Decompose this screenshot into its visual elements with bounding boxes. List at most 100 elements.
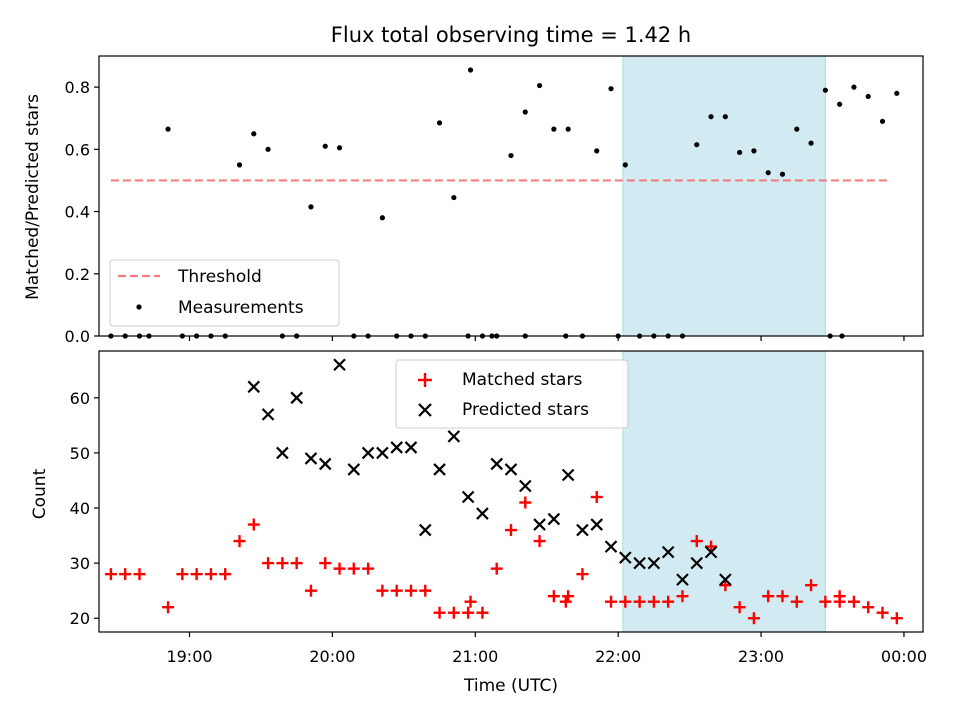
legend-matched-swatch [418,373,432,387]
predicted-star-point [276,446,289,460]
predicted-star-point [547,512,561,526]
matched-star-point [119,568,132,581]
measurement-point [808,140,814,146]
measurement-point [436,120,443,126]
predicted-star-point [690,556,704,570]
matched-star-point [890,612,903,625]
predicted-star-point [390,441,403,454]
measurement-point [894,90,900,96]
bottom-x-tick-label: 00:00 [881,647,927,666]
bottom-y-tick-label: 30 [70,554,90,573]
bottom-y-tick-label: 60 [70,389,90,408]
matched-star-point [776,590,789,603]
measurement-point [622,162,628,168]
matched-star-point [162,601,175,614]
measurement-point [551,126,557,132]
matched-star-point [833,595,846,608]
top-panel: 0.00.20.40.60.8 Matched/Predicted stars … [23,55,924,346]
measurement-point [165,126,171,132]
measurement-point [451,194,457,201]
matched-star-point [464,595,477,608]
predicted-star-point [561,468,575,482]
measurement-point [608,86,614,92]
predicted-star-point [418,523,432,537]
matched-star-point [490,562,503,575]
x-axis-label: Time (UTC) [463,676,558,696]
measurement-point [879,118,886,124]
measurement-point [594,148,600,154]
predicted-star-point [376,446,389,460]
bottom-x-ticks: 19:00 20:00 21:00 22:00 23:00 00:00 [166,632,927,666]
measurement-point [379,215,385,221]
matched-star-point [790,595,803,608]
bottom-legend: Matched stars Predicted stars [395,359,629,429]
predicted-star-point [261,408,275,421]
matched-star-point [347,562,360,575]
matched-star-point [404,584,417,597]
measurement-point [851,84,857,90]
measurement-point [565,126,571,132]
measurement-point [536,82,543,89]
predicted-star-point [590,518,604,531]
top-y-tick-label: 0.2 [65,265,90,284]
measurement-point [694,142,700,148]
measurement-point [522,109,528,115]
matched-star-point [662,595,675,608]
matched-star-point [233,535,246,548]
matched-star-point [433,606,446,619]
matched-star-point [476,606,489,619]
legend-measurements-swatch [136,304,142,310]
predicted-star-point [647,556,661,570]
matched-star-point [262,557,275,570]
measurement-point [308,204,314,210]
predicted-star-point [719,573,732,586]
predicted-star-point [476,507,489,520]
measurement-point [251,131,257,137]
matched-star-point [605,595,618,608]
matched-star-point [190,568,203,581]
predicted-star-point [304,452,318,465]
matched-star-point [376,584,389,597]
measurement-point [508,152,514,159]
bottom-x-tick-label: 19:00 [166,647,212,666]
matched-star-point [847,595,860,608]
bottom-x-tick-label: 20:00 [309,647,355,666]
matched-star-point [533,535,546,548]
bottom-x-tick-label: 22:00 [595,647,641,666]
matched-star-point [247,518,260,531]
predicted-star-point [247,380,261,394]
matched-star-point [290,557,303,570]
matched-star-point [676,590,689,603]
bottom-y-axis-label: Count [30,468,50,519]
top-y-tick-label: 0.8 [65,78,90,97]
bottom-legend-box [395,359,629,429]
matched-star-point [219,568,232,581]
top-x-ticks [188,336,905,341]
predicted-star-point [361,446,375,460]
matched-star-point [562,590,575,603]
predicted-star-point [533,518,546,531]
predicted-star-point [633,556,646,570]
matched-star-point [876,606,889,619]
predicted-star-point [404,441,418,454]
top-y-axis-label: Matched/Predicted stars [23,94,43,300]
measurement-point [236,162,243,168]
predicted-star-point [504,463,518,476]
predicted-star-point [333,358,346,372]
matched-star-point [362,562,375,575]
matched-star-point [862,601,875,614]
measurement-point [336,145,343,151]
top-y-tick-label: 0.6 [65,140,90,159]
matched-star-point [805,579,818,592]
predicted-star-point [490,457,503,471]
bottom-x-tick-label: 21:00 [452,647,498,666]
measurement-point [837,101,843,107]
matched-star-point [576,568,589,581]
predicted-star-point [676,573,689,586]
bottom-axes-frame [98,350,924,633]
predicted-star-point [619,551,632,564]
measurement-point [737,149,743,156]
matched-star-point [690,535,703,548]
top-y-ticks: 0.0 0.2 0.4 0.6 0.8 [65,78,99,346]
